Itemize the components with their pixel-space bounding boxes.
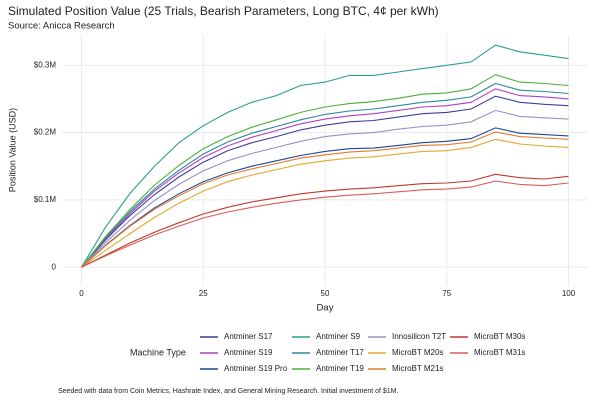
legend-label: Antminer S19 Pro xyxy=(224,364,288,373)
legend-label: MicroBT M30s xyxy=(474,332,525,341)
legend-label: MicroBT M31s xyxy=(474,348,525,357)
legend-label: Antminer T19 xyxy=(316,364,364,373)
legend-title: Machine Type xyxy=(130,347,186,357)
series-line xyxy=(81,44,569,268)
legend-label: Antminer S9 xyxy=(316,332,361,341)
x-tick-label: 0 xyxy=(79,289,84,298)
chart-subtitle: Source: Anicca Research xyxy=(8,21,115,32)
x-tick-label: 50 xyxy=(321,289,330,298)
series-line xyxy=(81,88,569,268)
x-axis-label: Day xyxy=(317,303,334,314)
x-tick-label: 75 xyxy=(442,289,451,298)
legend-label: MicroBT M21s xyxy=(392,364,443,373)
series-line xyxy=(81,131,569,268)
series-line xyxy=(81,109,569,268)
series-line xyxy=(81,95,569,268)
plot-area: 0 $0.1M $0.2M $0.3M 0 25 50 75 100 xyxy=(34,35,588,298)
legend-label: Innosilicon T2T xyxy=(392,332,446,341)
legend-label: Antminer T17 xyxy=(316,348,364,357)
legend-label: MicroBT M20s xyxy=(392,348,443,357)
series-line xyxy=(81,138,569,268)
series-line xyxy=(81,127,569,268)
x-tick-label: 100 xyxy=(562,289,576,298)
y-tick-label: $0.2M xyxy=(34,128,57,137)
chart-title: Simulated Position Value (25 Trials, Bea… xyxy=(8,4,439,18)
series-line xyxy=(81,82,569,268)
legend-label: Antminer S17 xyxy=(224,332,273,341)
footnote: Seeded with data from Coin Metrics, Hash… xyxy=(58,388,398,395)
series-line xyxy=(81,173,569,268)
series-line xyxy=(81,180,569,268)
y-axis-label: Position Value (USD) xyxy=(7,108,17,192)
series-line xyxy=(81,74,569,268)
legend-label: Antminer S19 xyxy=(224,348,273,357)
y-tick-label: $0.1M xyxy=(34,195,57,204)
x-tick-label: 25 xyxy=(199,289,208,298)
y-tick-label: 0 xyxy=(52,262,57,271)
y-tick-label: $0.3M xyxy=(34,60,57,69)
